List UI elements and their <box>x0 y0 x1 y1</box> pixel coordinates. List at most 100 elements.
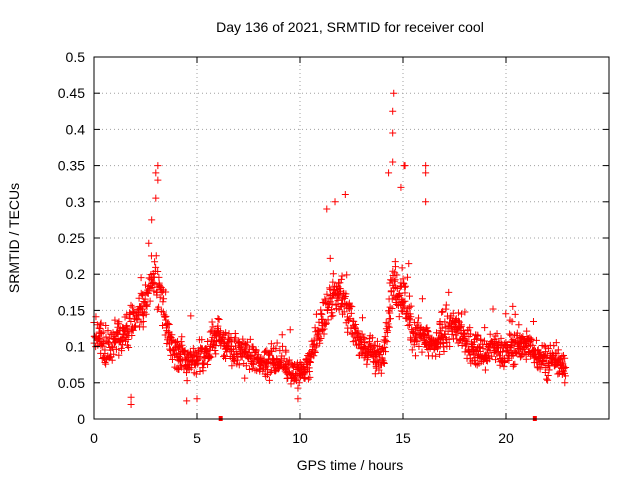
data-point <box>401 289 409 297</box>
data-point <box>508 318 516 326</box>
data-point <box>276 347 284 355</box>
data-point <box>139 290 147 298</box>
data-point <box>558 358 566 366</box>
data-point <box>525 348 533 356</box>
data-point <box>294 384 302 392</box>
data-point <box>102 321 110 329</box>
data-point <box>493 330 501 338</box>
data-point <box>461 308 469 316</box>
data-point <box>126 311 134 319</box>
data-point-peak <box>401 162 409 170</box>
data-point <box>472 360 480 368</box>
data-point <box>347 309 355 317</box>
x-tick-label: 10 <box>292 430 308 446</box>
data-point-peak <box>389 107 397 115</box>
data-point <box>395 313 403 321</box>
data-point <box>183 377 191 385</box>
data-point <box>123 322 131 330</box>
data-point <box>301 374 309 382</box>
data-point <box>408 346 416 354</box>
data-point <box>329 278 337 286</box>
data-point <box>387 315 395 323</box>
data-point-peak <box>341 191 349 199</box>
data-point <box>323 290 331 298</box>
data-point <box>159 308 167 316</box>
data-point <box>235 361 243 369</box>
data-point <box>265 376 273 384</box>
data-point <box>523 327 531 335</box>
data-point <box>348 303 356 311</box>
data-point <box>320 330 328 338</box>
grid-lines <box>94 57 609 419</box>
data-point <box>371 370 379 378</box>
data-point <box>501 357 509 365</box>
data-point <box>322 299 330 307</box>
data-point <box>239 335 247 343</box>
data-point <box>436 350 444 358</box>
data-point-peak <box>389 158 397 166</box>
data-point <box>399 298 407 306</box>
data-point <box>413 338 421 346</box>
data-point <box>145 239 153 247</box>
data-point <box>540 342 548 350</box>
data-point <box>286 326 294 334</box>
data-point <box>440 348 448 356</box>
data-point <box>552 339 560 347</box>
data-point <box>177 338 185 346</box>
data-point <box>391 276 399 284</box>
data-point <box>511 310 519 318</box>
data-point <box>285 364 293 372</box>
data-point <box>164 320 172 328</box>
data-point <box>283 360 291 368</box>
data-point <box>397 307 405 315</box>
data-point <box>138 291 146 299</box>
data-point <box>354 327 362 335</box>
y-tick-label: 0.25 <box>58 230 85 246</box>
data-point <box>384 322 392 330</box>
data-point <box>268 347 276 355</box>
data-point <box>406 316 414 324</box>
data-point <box>141 295 149 303</box>
data-point <box>329 270 337 278</box>
data-point <box>513 329 521 337</box>
y-tick-label: 0.15 <box>58 302 85 318</box>
data-point <box>311 349 319 357</box>
data-point <box>441 318 449 326</box>
data-point <box>241 374 249 382</box>
data-point <box>441 334 449 342</box>
data-point <box>152 263 160 271</box>
data-point <box>200 359 208 367</box>
data-point <box>312 343 320 351</box>
x-tick-labels: 0 5 10 15 20 <box>90 430 514 446</box>
data-point <box>96 320 104 328</box>
data-point <box>386 303 394 311</box>
data-point <box>385 323 393 331</box>
data-point <box>165 321 173 329</box>
data-point <box>406 310 414 318</box>
data-point <box>401 282 409 290</box>
data-point <box>246 335 254 343</box>
data-point <box>139 318 147 326</box>
data-point <box>267 340 275 348</box>
data-point <box>115 351 123 359</box>
data-point-peak <box>422 162 430 170</box>
data-point-peak <box>397 183 405 191</box>
data-point-low <box>193 395 201 403</box>
data-point <box>319 315 327 323</box>
data-point <box>511 360 519 368</box>
data-point <box>358 314 366 322</box>
data-point <box>119 341 127 349</box>
data-point <box>223 342 231 350</box>
data-point <box>442 301 450 309</box>
data-point <box>104 327 112 335</box>
data-point <box>311 347 319 355</box>
y-tick-label: 0.1 <box>66 339 86 355</box>
data-point <box>336 279 344 287</box>
data-point <box>204 361 212 369</box>
data-point <box>358 330 366 338</box>
data-point <box>386 309 394 317</box>
data-point <box>373 357 381 365</box>
data-point <box>415 342 423 350</box>
data-point <box>488 352 496 360</box>
y-tick-label: 0.05 <box>58 375 85 391</box>
